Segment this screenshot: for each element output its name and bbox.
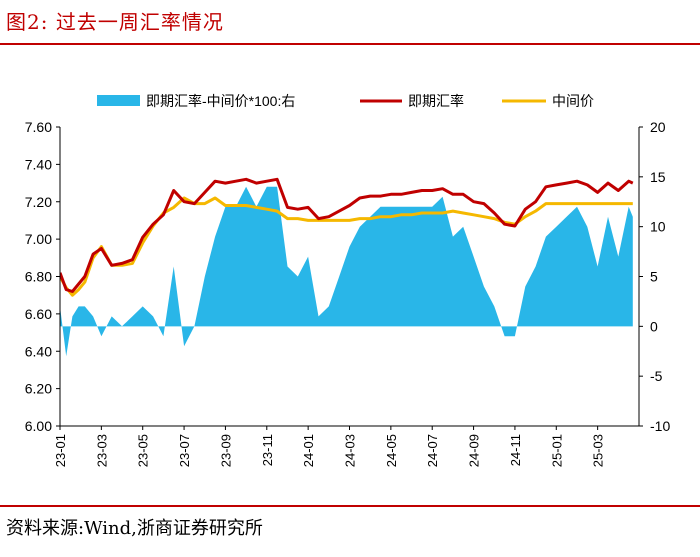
right-tick-label: 10 bbox=[650, 219, 666, 235]
central-rate-line bbox=[60, 196, 633, 297]
left-tick-label: 7.40 bbox=[25, 156, 52, 172]
right-tick-label: -10 bbox=[650, 418, 670, 434]
left-tick-label: 6.40 bbox=[25, 343, 52, 359]
legend-central-label: 中间价 bbox=[552, 93, 594, 109]
left-tick-label: 7.20 bbox=[25, 194, 52, 210]
figure-title: 图2: 过去一周汇率情况 bbox=[6, 10, 224, 34]
x-tick-label: 24-05 bbox=[384, 434, 399, 467]
left-tick-label: 6.20 bbox=[25, 381, 52, 397]
source-rule bbox=[0, 505, 700, 507]
left-tick-label: 7.00 bbox=[25, 231, 52, 247]
legend-spread-label: 即期汇率-中间价*100:右 bbox=[146, 93, 295, 109]
x-tick-label: 23-09 bbox=[218, 434, 233, 467]
legend-spread-swatch bbox=[97, 95, 140, 106]
x-tick-label: 23-11 bbox=[260, 434, 275, 466]
x-tick-label: 23-01 bbox=[53, 434, 68, 467]
left-tick-label: 6.00 bbox=[25, 418, 52, 434]
x-tick-label: 24-01 bbox=[301, 434, 316, 467]
left-tick-label: 6.60 bbox=[25, 306, 52, 322]
x-tick-label: 23-03 bbox=[94, 434, 109, 467]
right-tick-label: -5 bbox=[650, 368, 663, 384]
legend-spot-label: 即期汇率 bbox=[408, 93, 464, 109]
source-note: 资料来源:Wind,浙商证券研究所 bbox=[6, 518, 263, 539]
right-tick-label: 20 bbox=[650, 119, 666, 135]
x-tick-label: 24-07 bbox=[425, 434, 440, 467]
x-tick-label: 25-01 bbox=[549, 434, 564, 467]
x-tick-label: 24-09 bbox=[467, 434, 482, 467]
right-tick-label: 0 bbox=[650, 318, 658, 334]
spread-area bbox=[60, 186, 633, 357]
right-tick-label: 5 bbox=[650, 269, 658, 285]
x-tick-label: 23-05 bbox=[136, 434, 151, 467]
title-rule bbox=[0, 43, 700, 45]
x-tick-label: 23-07 bbox=[177, 434, 192, 467]
spot-rate-line bbox=[60, 177, 634, 293]
right-tick-label: 15 bbox=[650, 169, 666, 185]
x-tick-label: 24-11 bbox=[508, 434, 523, 466]
left-tick-label: 6.80 bbox=[25, 269, 52, 285]
exchange-rate-chart: 6.00 6.20 6.40 6.60 6.80 7.00 7.20 7.40 7.60 -10 -… bbox=[25, 93, 671, 467]
x-tick-label: 24-03 bbox=[343, 434, 358, 467]
left-tick-label: 7.60 bbox=[25, 119, 52, 135]
x-tick-label: 25-03 bbox=[591, 434, 606, 467]
